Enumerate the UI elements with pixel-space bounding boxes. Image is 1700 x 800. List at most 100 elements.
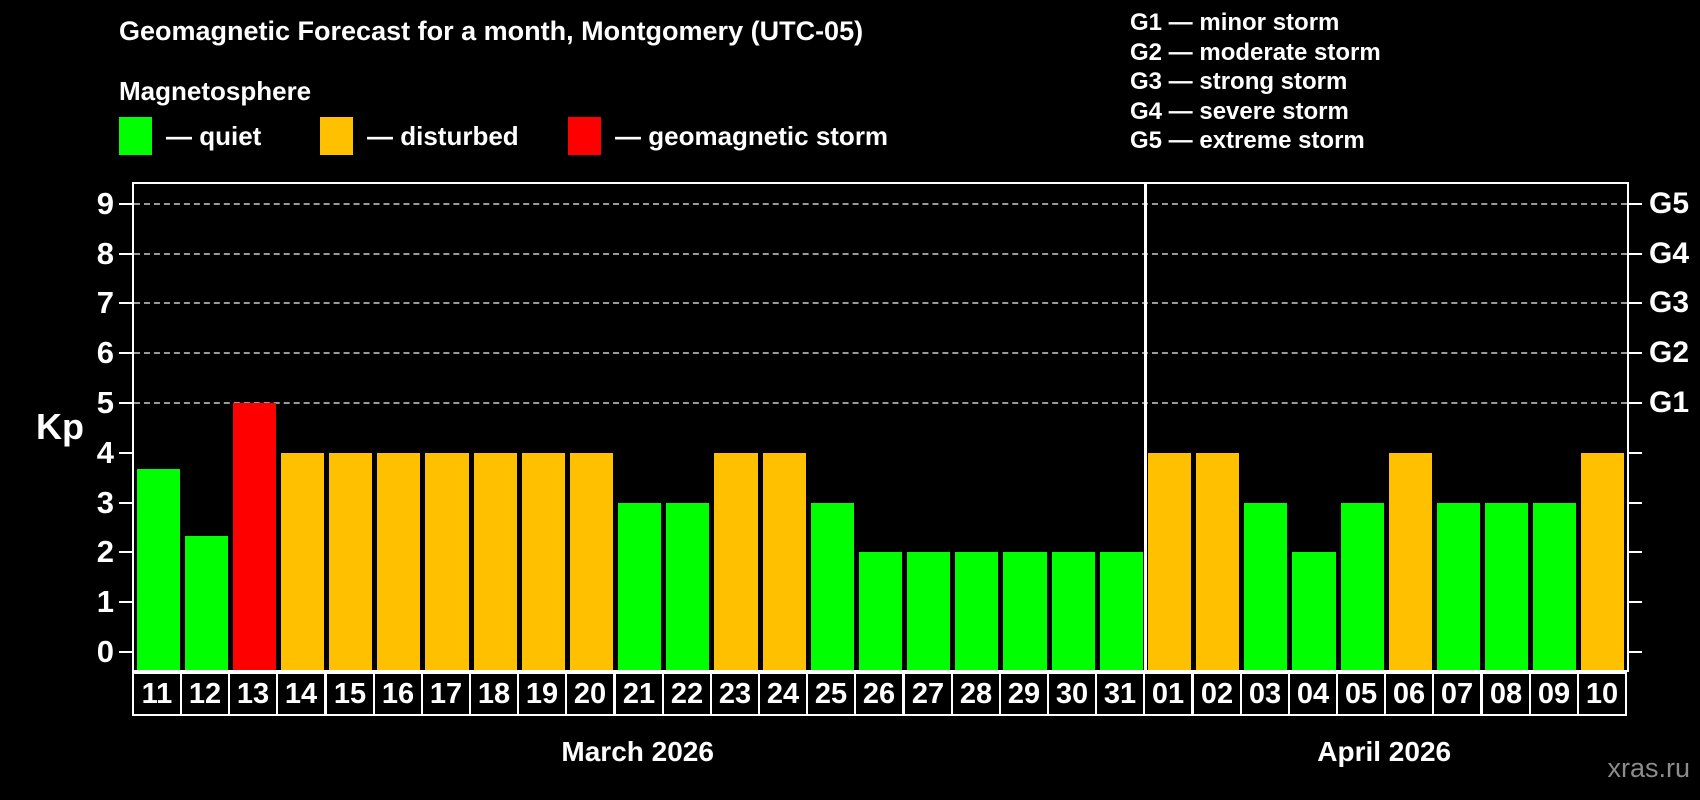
day-label: 19	[517, 672, 567, 716]
day-label: 24	[758, 672, 808, 716]
kp-bar-mar-15	[329, 452, 373, 670]
kp-bar-apr-08	[1485, 502, 1529, 670]
day-label: 28	[951, 672, 1001, 716]
page-title: Geomagnetic Forecast for a month, Montgo…	[119, 16, 864, 46]
kp-bar-apr-10	[1581, 452, 1625, 670]
kp-bar-mar-20	[569, 452, 614, 670]
y-axis-tick-label: 4	[96, 434, 114, 470]
y-axis-tick-label: 6	[96, 335, 114, 371]
y-axis-tick	[119, 202, 132, 205]
y-axis-tick	[119, 451, 132, 454]
legend-label-quiet: — quiet	[166, 120, 262, 151]
right-axis-tick	[1629, 451, 1642, 454]
kp-bar-mar-16	[377, 452, 421, 670]
y-axis-tick-label: 8	[96, 235, 114, 271]
y-axis-tick-label: 3	[96, 484, 114, 520]
gridline-kp9	[134, 202, 1627, 205]
storm-swatch-icon	[568, 117, 601, 155]
kp-bar-mar-24	[762, 452, 806, 670]
right-axis-tick	[1629, 501, 1642, 504]
y-axis-tick-label: 7	[96, 285, 114, 321]
day-label: 01	[1143, 672, 1193, 716]
kp-bar-apr-01	[1147, 452, 1192, 670]
kp-bar-apr-04	[1292, 552, 1336, 670]
legend-label-storm: — geomagnetic storm	[615, 120, 889, 151]
day-label: 04	[1288, 672, 1338, 716]
kp-bar-mar-21	[618, 502, 662, 670]
kp-bar-mar-28	[955, 552, 999, 670]
kp-bar-mar-12	[184, 535, 228, 670]
watermark: xras.ru	[1607, 753, 1690, 783]
kp-bar-mar-23	[714, 452, 758, 670]
day-label: 03	[1240, 672, 1290, 716]
quiet-swatch-icon	[119, 117, 152, 155]
legend-item-quiet: — quiet	[119, 116, 261, 156]
day-label: 31	[1095, 672, 1145, 716]
day-label: 15	[325, 672, 375, 716]
day-label: 17	[421, 672, 471, 716]
y-axis-tick-label: 1	[96, 584, 114, 620]
y-axis-tick	[119, 252, 132, 255]
day-label: 11	[132, 672, 182, 716]
g-scale-tick-label: G4	[1649, 236, 1690, 270]
y-axis-tick	[119, 601, 132, 604]
y-axis-tick	[119, 551, 132, 554]
right-axis-tick	[1629, 252, 1642, 255]
g-legend-line: G1 — minor storm	[1130, 9, 1340, 36]
right-axis-tick	[1629, 302, 1642, 305]
kp-bar-mar-26	[858, 552, 903, 670]
gridline-kp6	[134, 352, 1627, 355]
y-axis-tick-label: 2	[96, 534, 114, 570]
day-label: 25	[806, 672, 856, 716]
g-scale-tick-label: G5	[1649, 186, 1690, 220]
gridline-kp8	[134, 252, 1627, 255]
kp-bar-apr-03	[1244, 502, 1288, 670]
day-label: 29	[999, 672, 1049, 716]
disturbed-swatch-icon	[320, 117, 353, 155]
day-label: 10	[1577, 672, 1627, 716]
kp-bar-mar-27	[907, 552, 951, 670]
kp-bar-mar-13	[232, 403, 276, 670]
right-axis-tick	[1629, 651, 1642, 653]
day-label: 30	[1047, 672, 1097, 716]
day-label: 21	[614, 672, 664, 716]
month-separator-line	[1143, 184, 1147, 670]
y-axis-title: Kp	[36, 406, 84, 447]
gridline-kp5	[134, 402, 1627, 404]
kp-bar-mar-18	[473, 452, 517, 670]
kp-bar-apr-09	[1533, 502, 1577, 670]
gridline-kp7	[134, 302, 1627, 305]
right-axis-tick	[1629, 551, 1642, 554]
kp-bar-mar-11	[136, 469, 180, 670]
legend-item-disturbed: — disturbed	[320, 116, 519, 156]
day-label: 12	[180, 672, 230, 716]
month-label-march: March 2026	[561, 736, 714, 767]
y-axis-tick	[119, 501, 132, 504]
legend-label-disturbed: — disturbed	[367, 120, 519, 151]
kp-bar-apr-07	[1436, 502, 1480, 670]
kp-bar-mar-19	[521, 452, 565, 670]
g-scale-tick-label: G3	[1649, 286, 1690, 320]
kp-bar-apr-05	[1340, 502, 1384, 670]
right-axis-tick	[1629, 402, 1642, 404]
right-axis-tick	[1629, 202, 1642, 205]
day-label: 27	[903, 672, 953, 716]
legend-item-storm: — geomagnetic storm	[568, 116, 888, 156]
day-label: 18	[469, 672, 519, 716]
y-axis-tick-label: 5	[96, 385, 114, 420]
kp-bar-mar-17	[425, 452, 469, 670]
g-legend-line: G5 — extreme storm	[1130, 127, 1365, 154]
g-legend-line: G4 — severe storm	[1130, 97, 1349, 125]
day-label: 13	[228, 672, 278, 716]
kp-bar-mar-25	[810, 502, 854, 670]
magnetosphere-label: Magnetosphere	[119, 76, 312, 106]
kp-bar-apr-02	[1196, 452, 1240, 670]
g-scale-tick-label: G1	[1649, 386, 1690, 419]
day-label: 16	[373, 672, 423, 716]
g-scale-tick-label: G2	[1649, 336, 1690, 370]
day-label: 14	[276, 672, 326, 716]
kp-bar-mar-14	[280, 452, 325, 670]
y-axis-tick-label: 9	[96, 185, 114, 221]
right-axis-tick	[1629, 601, 1642, 604]
